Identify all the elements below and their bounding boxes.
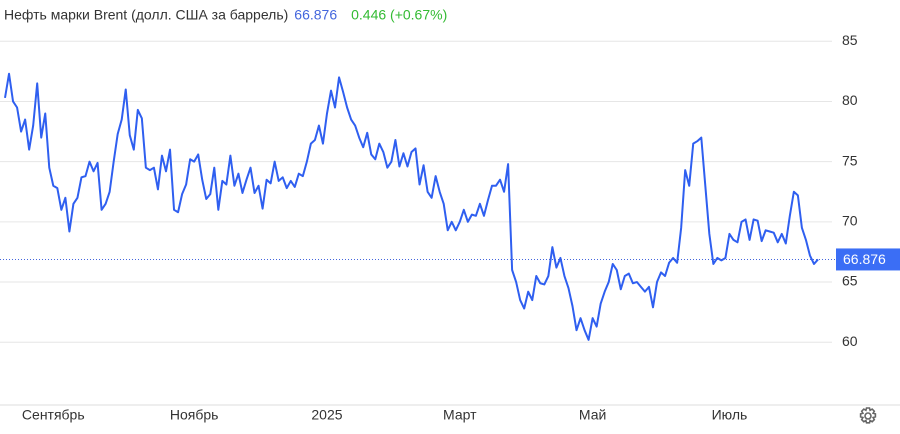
- last-price-label: 66.876: [843, 251, 886, 267]
- last-price: 66.876: [294, 7, 337, 23]
- x-tick-label: Июль: [712, 407, 748, 423]
- price-line: [4, 72, 819, 341]
- y-tick-label: 85: [842, 32, 858, 48]
- x-tick-label: Май: [579, 407, 606, 423]
- x-tick-label: 2025: [311, 407, 342, 423]
- y-tick-label: 75: [842, 152, 858, 168]
- x-tick-label: Март: [443, 407, 477, 423]
- price-change: 0.446 (+0.67%): [351, 7, 447, 23]
- x-tick-label: Сентябрь: [22, 407, 85, 423]
- settings-icon-gear: [859, 407, 877, 424]
- y-tick-label: 80: [842, 92, 858, 108]
- x-tick-label: Ноябрь: [170, 407, 219, 423]
- settings-icon-hub: [864, 412, 872, 420]
- y-tick-label: 65: [842, 273, 858, 289]
- settings-icon[interactable]: [859, 407, 877, 424]
- y-tick-label: 60: [842, 333, 858, 349]
- chart-title: Нефть марки Brent (долл. США за баррель): [4, 7, 288, 23]
- y-tick-label: 70: [842, 213, 858, 229]
- last-price-badge: [836, 248, 900, 271]
